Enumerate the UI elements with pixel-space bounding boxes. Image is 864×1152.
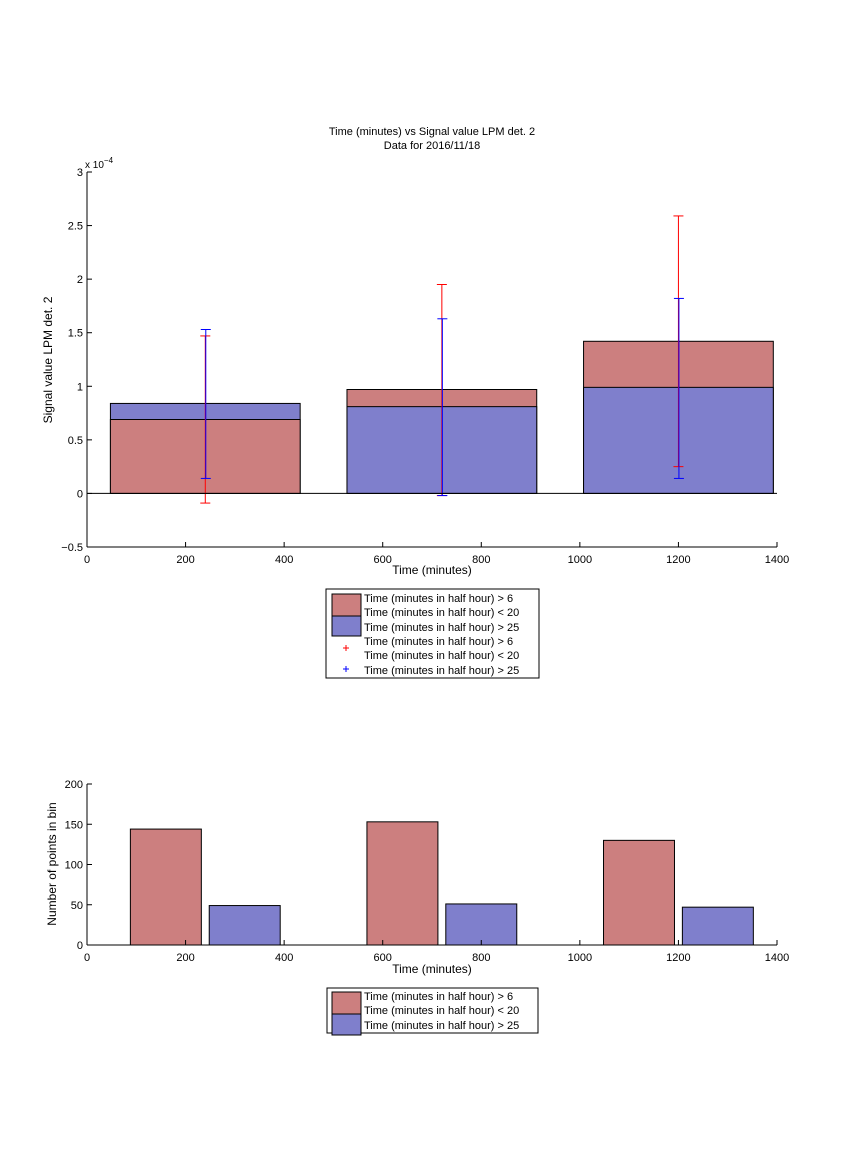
legend-marker-blue-plus (343, 666, 349, 672)
x-tick-label: 400 (275, 554, 293, 566)
y-tick-label: 100 (65, 860, 83, 872)
x-tick-label: 1200 (666, 554, 690, 566)
x-tick-label: 1000 (568, 952, 592, 964)
x-tick-label: 0 (84, 554, 90, 566)
legend-label: Time (minutes in half hour) < 20 (364, 607, 519, 619)
chart-subtitle: Data for 2016/11/18 (384, 140, 480, 152)
legend-label: Time (minutes in half hour) > 25 (364, 622, 519, 634)
legend-marker-red-plus (343, 645, 349, 651)
y-tick-label: 200 (65, 779, 83, 791)
legend-label: Time (minutes in half hour) > 6 (364, 636, 513, 648)
count-bar-blue (681, 906, 754, 946)
legend-label: Time (minutes in half hour) > 6 (364, 991, 513, 1003)
x-tick-label: 400 (275, 952, 293, 964)
y-axis-label: Signal value LPM det. 2 (41, 296, 55, 423)
x-tick-label: 600 (374, 554, 392, 566)
y-exponent-label: x 10−4 (85, 156, 114, 171)
x-tick-label: 1400 (765, 952, 789, 964)
legend-swatch-red-bar (331, 593, 362, 617)
y-exponent-base: x 10 (85, 160, 104, 171)
x-tick-label: 600 (374, 952, 392, 964)
y-tick-label: 0 (77, 940, 83, 952)
legend-swatch-blue-bar (331, 615, 362, 637)
y-exponent-power: −4 (104, 156, 114, 165)
chart-title: Time (minutes) vs Signal value LPM det. … (329, 126, 535, 138)
count-bar-red (366, 821, 439, 946)
x-axis-label: Time (minutes) (392, 563, 472, 577)
y-tick-label: 150 (65, 819, 83, 831)
signal-chart: Time (minutes) vs Signal value LPM det. … (41, 126, 789, 679)
legend: Time (minutes in half hour) > 6 Time (mi… (325, 588, 540, 679)
y-axis-label: Number of points in bin (45, 802, 59, 925)
legend: Time (minutes in half hour) > 6 Time (mi… (326, 987, 539, 1036)
x-tick-label: 800 (472, 554, 490, 566)
legend-swatch-blue-bar (331, 1013, 362, 1036)
x-tick-label: 800 (472, 952, 490, 964)
count-bar-red (603, 839, 675, 946)
x-axis-label: Time (minutes) (392, 962, 472, 976)
y-tick-label: 0 (77, 488, 83, 500)
legend-label: Time (minutes in half hour) > 25 (364, 665, 519, 677)
x-tick-label: 200 (176, 554, 194, 566)
legend-label: Time (minutes in half hour) < 20 (364, 1005, 519, 1017)
legend-box (326, 987, 539, 1034)
y-tick-label: 2 (77, 274, 83, 286)
y-tick-label: 1.5 (68, 328, 83, 340)
legend-swatch-red-bar (331, 991, 362, 1015)
y-tick-label: 0.5 (68, 435, 83, 447)
y-tick-label: −0.5 (61, 542, 83, 554)
y-tick-label: 50 (71, 900, 83, 912)
y-tick-label: 3 (77, 167, 83, 179)
x-tick-label: 1200 (666, 952, 690, 964)
x-tick-label: 200 (176, 952, 194, 964)
legend-label: Time (minutes in half hour) > 6 (364, 593, 513, 605)
x-tick-label: 1000 (568, 554, 592, 566)
y-tick-label: 1 (77, 381, 83, 393)
y-tick-label: 2.5 (68, 221, 83, 233)
x-tick-label: 1400 (765, 554, 789, 566)
count-bar-blue (208, 905, 281, 946)
legend-label: Time (minutes in half hour) > 25 (364, 1020, 519, 1032)
count-bar-blue (445, 903, 518, 946)
x-tick-label: 0 (84, 952, 90, 964)
legend-label: Time (minutes in half hour) < 20 (364, 650, 519, 662)
count-bar-red (129, 828, 202, 946)
count-chart: 0 200 400 600 800 1000 1200 1400 0 50 100 150 200 Ti… (45, 779, 789, 1036)
